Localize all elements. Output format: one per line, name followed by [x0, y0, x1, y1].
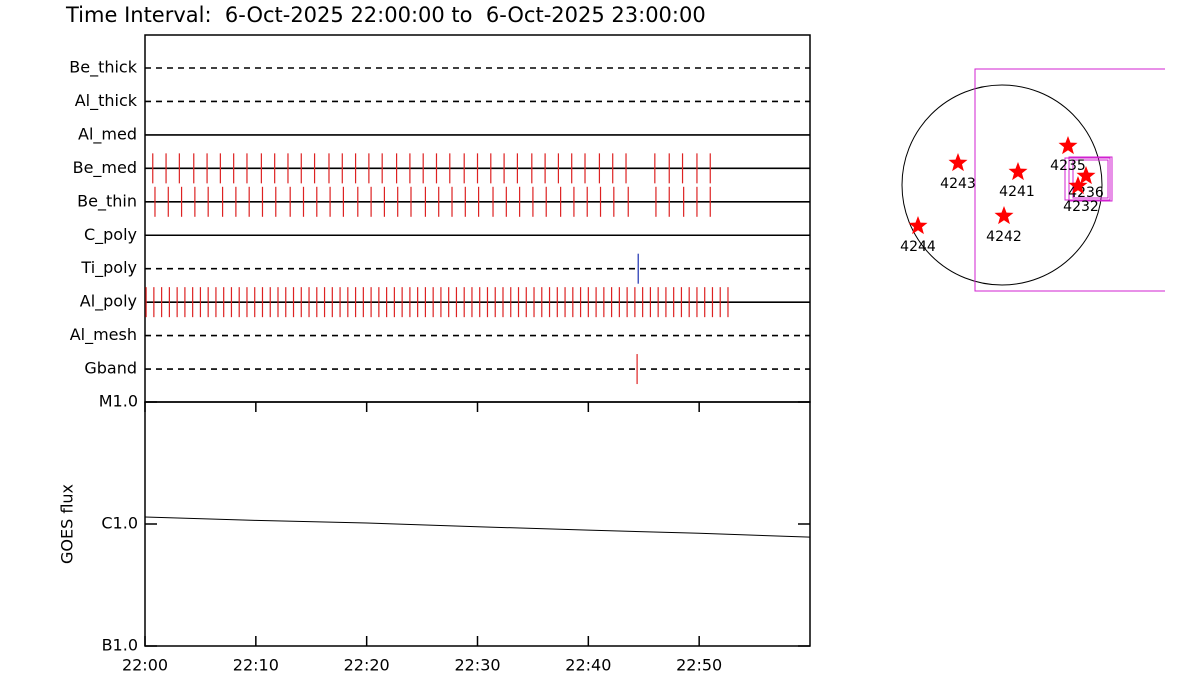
fov-small — [1064, 157, 1111, 201]
region-star — [1008, 162, 1028, 181]
y-axis-label: GOES flux — [58, 484, 77, 564]
row-label: Al_med — [78, 124, 137, 144]
fov-small — [1072, 159, 1109, 199]
region-label: 4235 — [1050, 158, 1086, 174]
row-label: Ti_poly — [80, 258, 137, 278]
y-tick-label: M1.0 — [99, 392, 138, 411]
row-label: Be_thick — [69, 58, 137, 78]
row-label: C_poly — [84, 225, 137, 245]
region-label: 4232 — [1063, 199, 1099, 215]
solar-disk — [901, 84, 1103, 286]
y-tick-label: C1.0 — [101, 514, 138, 533]
timeline-frame — [144, 34, 811, 403]
fov-box — [974, 68, 1165, 292]
row-label: Al_poly — [80, 292, 137, 312]
row-label: Al_mesh — [70, 325, 137, 345]
x-tick-label: 22:40 — [565, 656, 611, 675]
fov-small — [1068, 156, 1113, 202]
row-label: Be_thin — [77, 191, 137, 211]
row-label: Al_thick — [75, 91, 138, 111]
x-tick-label: 22:30 — [454, 656, 500, 675]
region-label: 4241 — [999, 184, 1035, 200]
x-tick-label: 22:10 — [233, 656, 279, 675]
goes-frame — [144, 401, 811, 647]
region-star — [1068, 176, 1088, 195]
region-star — [948, 153, 968, 172]
region-star — [994, 206, 1014, 225]
x-tick-label: 22:20 — [344, 656, 390, 675]
region-star — [908, 216, 928, 235]
region-label: 4244 — [900, 239, 936, 255]
x-tick-label: 22:50 — [676, 656, 722, 675]
goes-flux-line — [144, 516, 811, 538]
region-star — [1076, 166, 1096, 185]
region-label: 4243 — [940, 176, 976, 192]
y-tick-label: B1.0 — [102, 636, 138, 655]
region-star — [1058, 136, 1078, 155]
row-label: Gband — [84, 359, 137, 378]
x-tick-label: 22:00 — [122, 656, 168, 675]
row-label: Be_med — [73, 158, 137, 178]
region-label: 4242 — [986, 229, 1022, 245]
time-interval-title: Time Interval: 6-Oct-2025 22:00:00 to 6-… — [65, 3, 706, 27]
